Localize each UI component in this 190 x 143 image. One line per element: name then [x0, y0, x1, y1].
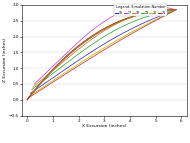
20	[99, 30, 101, 32]
18	[171, 9, 174, 11]
17	[33, 83, 36, 85]
19	[171, 9, 174, 11]
20	[171, 9, 174, 11]
18	[143, 13, 145, 14]
16	[80, 58, 82, 60]
20	[28, 97, 30, 99]
17	[150, 5, 152, 7]
21	[171, 9, 174, 11]
Y-axis label: Z Excursion (inches): Z Excursion (inches)	[3, 38, 7, 82]
Line: 17: 17	[27, 6, 176, 100]
21	[28, 97, 30, 99]
21	[99, 30, 101, 31]
16	[142, 22, 145, 24]
21	[142, 26, 144, 28]
17	[171, 9, 174, 11]
19	[26, 99, 28, 101]
18	[28, 97, 30, 99]
21	[26, 99, 28, 101]
19	[28, 97, 30, 99]
17	[28, 97, 30, 99]
16	[175, 9, 177, 11]
18	[26, 99, 28, 101]
20	[69, 68, 71, 70]
16	[171, 9, 174, 11]
16	[70, 64, 72, 66]
18	[81, 45, 84, 47]
X-axis label: X Excursion (inches): X Excursion (inches)	[82, 124, 126, 128]
17	[26, 99, 28, 101]
21	[27, 97, 29, 99]
21	[175, 9, 177, 11]
19	[99, 30, 101, 32]
19	[71, 58, 74, 59]
20	[28, 96, 30, 97]
Line: 16: 16	[27, 10, 176, 100]
17	[143, 5, 146, 7]
19	[81, 51, 83, 52]
20	[142, 25, 144, 27]
17	[73, 45, 75, 47]
20	[79, 62, 81, 64]
Line: 21: 21	[27, 10, 176, 100]
20	[175, 9, 177, 11]
18	[72, 53, 74, 54]
21	[78, 64, 80, 66]
21	[68, 71, 71, 72]
18	[32, 86, 34, 88]
16	[26, 99, 28, 101]
Line: 20: 20	[27, 10, 176, 100]
18	[175, 9, 177, 11]
19	[31, 89, 33, 91]
16	[99, 30, 101, 32]
Legend: 16, 17, 18, 19, 20, 21: 16, 17, 18, 19, 20, 21	[114, 4, 167, 16]
16	[29, 93, 31, 94]
20	[26, 99, 28, 101]
17	[82, 37, 85, 38]
16	[28, 97, 30, 99]
17	[99, 31, 101, 33]
18	[99, 31, 101, 32]
19	[175, 9, 177, 11]
19	[143, 17, 145, 18]
Line: 19: 19	[27, 10, 176, 100]
Line: 18: 18	[27, 10, 176, 100]
